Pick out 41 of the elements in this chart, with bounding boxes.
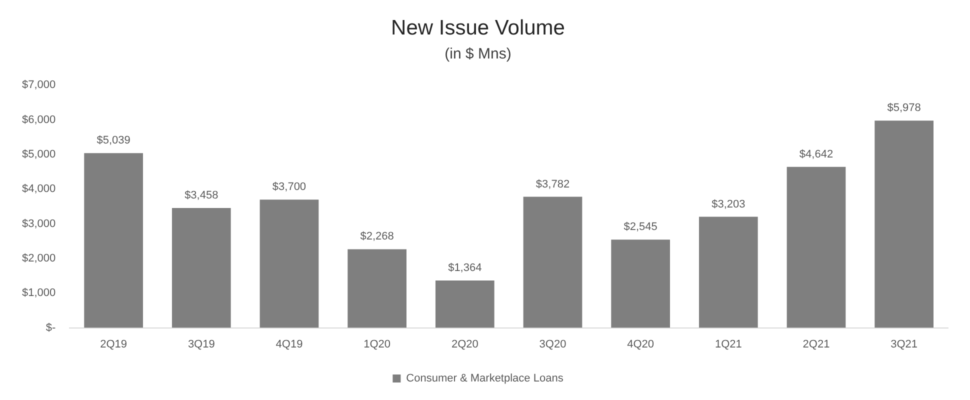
x-tick-label: 1Q21	[714, 338, 742, 350]
y-tick-label: $4,000	[22, 183, 56, 196]
data-label: $4,642	[799, 148, 834, 160]
data-label: $1,364	[448, 262, 482, 274]
y-tick-label: $7,000	[22, 79, 56, 92]
bar	[611, 240, 670, 328]
x-tick-label: 2Q20	[451, 338, 478, 350]
bar	[172, 208, 231, 328]
x-tick-label: 3Q21	[890, 338, 918, 350]
data-label: $3,458	[184, 189, 218, 202]
bar	[874, 120, 934, 328]
bar	[84, 153, 143, 328]
bar	[348, 249, 406, 328]
bar	[260, 200, 319, 328]
data-label: $3,203	[712, 198, 746, 210]
legend-label: Consumer & Marketplace Loans	[406, 372, 564, 385]
data-label: $5,039	[96, 134, 130, 147]
y-tick-label: $2,000	[22, 252, 56, 265]
data-label: $3,782	[536, 178, 570, 190]
x-tick-label: 2Q19	[100, 338, 128, 350]
chart-subtitle: (in $ Mns)	[444, 45, 512, 62]
data-label: $3,700	[272, 181, 306, 194]
data-label: $2,268	[360, 230, 394, 243]
x-tick-label: 4Q20	[627, 338, 654, 350]
bar	[523, 196, 582, 328]
x-tick-label: 3Q19	[188, 338, 215, 350]
x-tick-label: 4Q19	[276, 338, 303, 350]
x-tick-label: 1Q20	[364, 338, 391, 350]
bar	[698, 216, 758, 328]
y-tick-label: $6,000	[22, 114, 56, 126]
bar	[435, 280, 494, 328]
y-tick-label: $5,000	[22, 148, 56, 161]
y-tick-label: $3,000	[22, 218, 56, 230]
x-tick-label: 3Q20	[539, 338, 566, 350]
x-tick-label: 2Q21	[802, 338, 830, 350]
y-tick-label: $1,000	[22, 287, 56, 300]
chart-title: New Issue Volume	[391, 16, 565, 40]
data-label: $2,545	[624, 221, 658, 234]
bar	[786, 166, 846, 328]
y-tick-label: $-	[46, 322, 56, 334]
data-label: $5,978	[887, 102, 921, 114]
